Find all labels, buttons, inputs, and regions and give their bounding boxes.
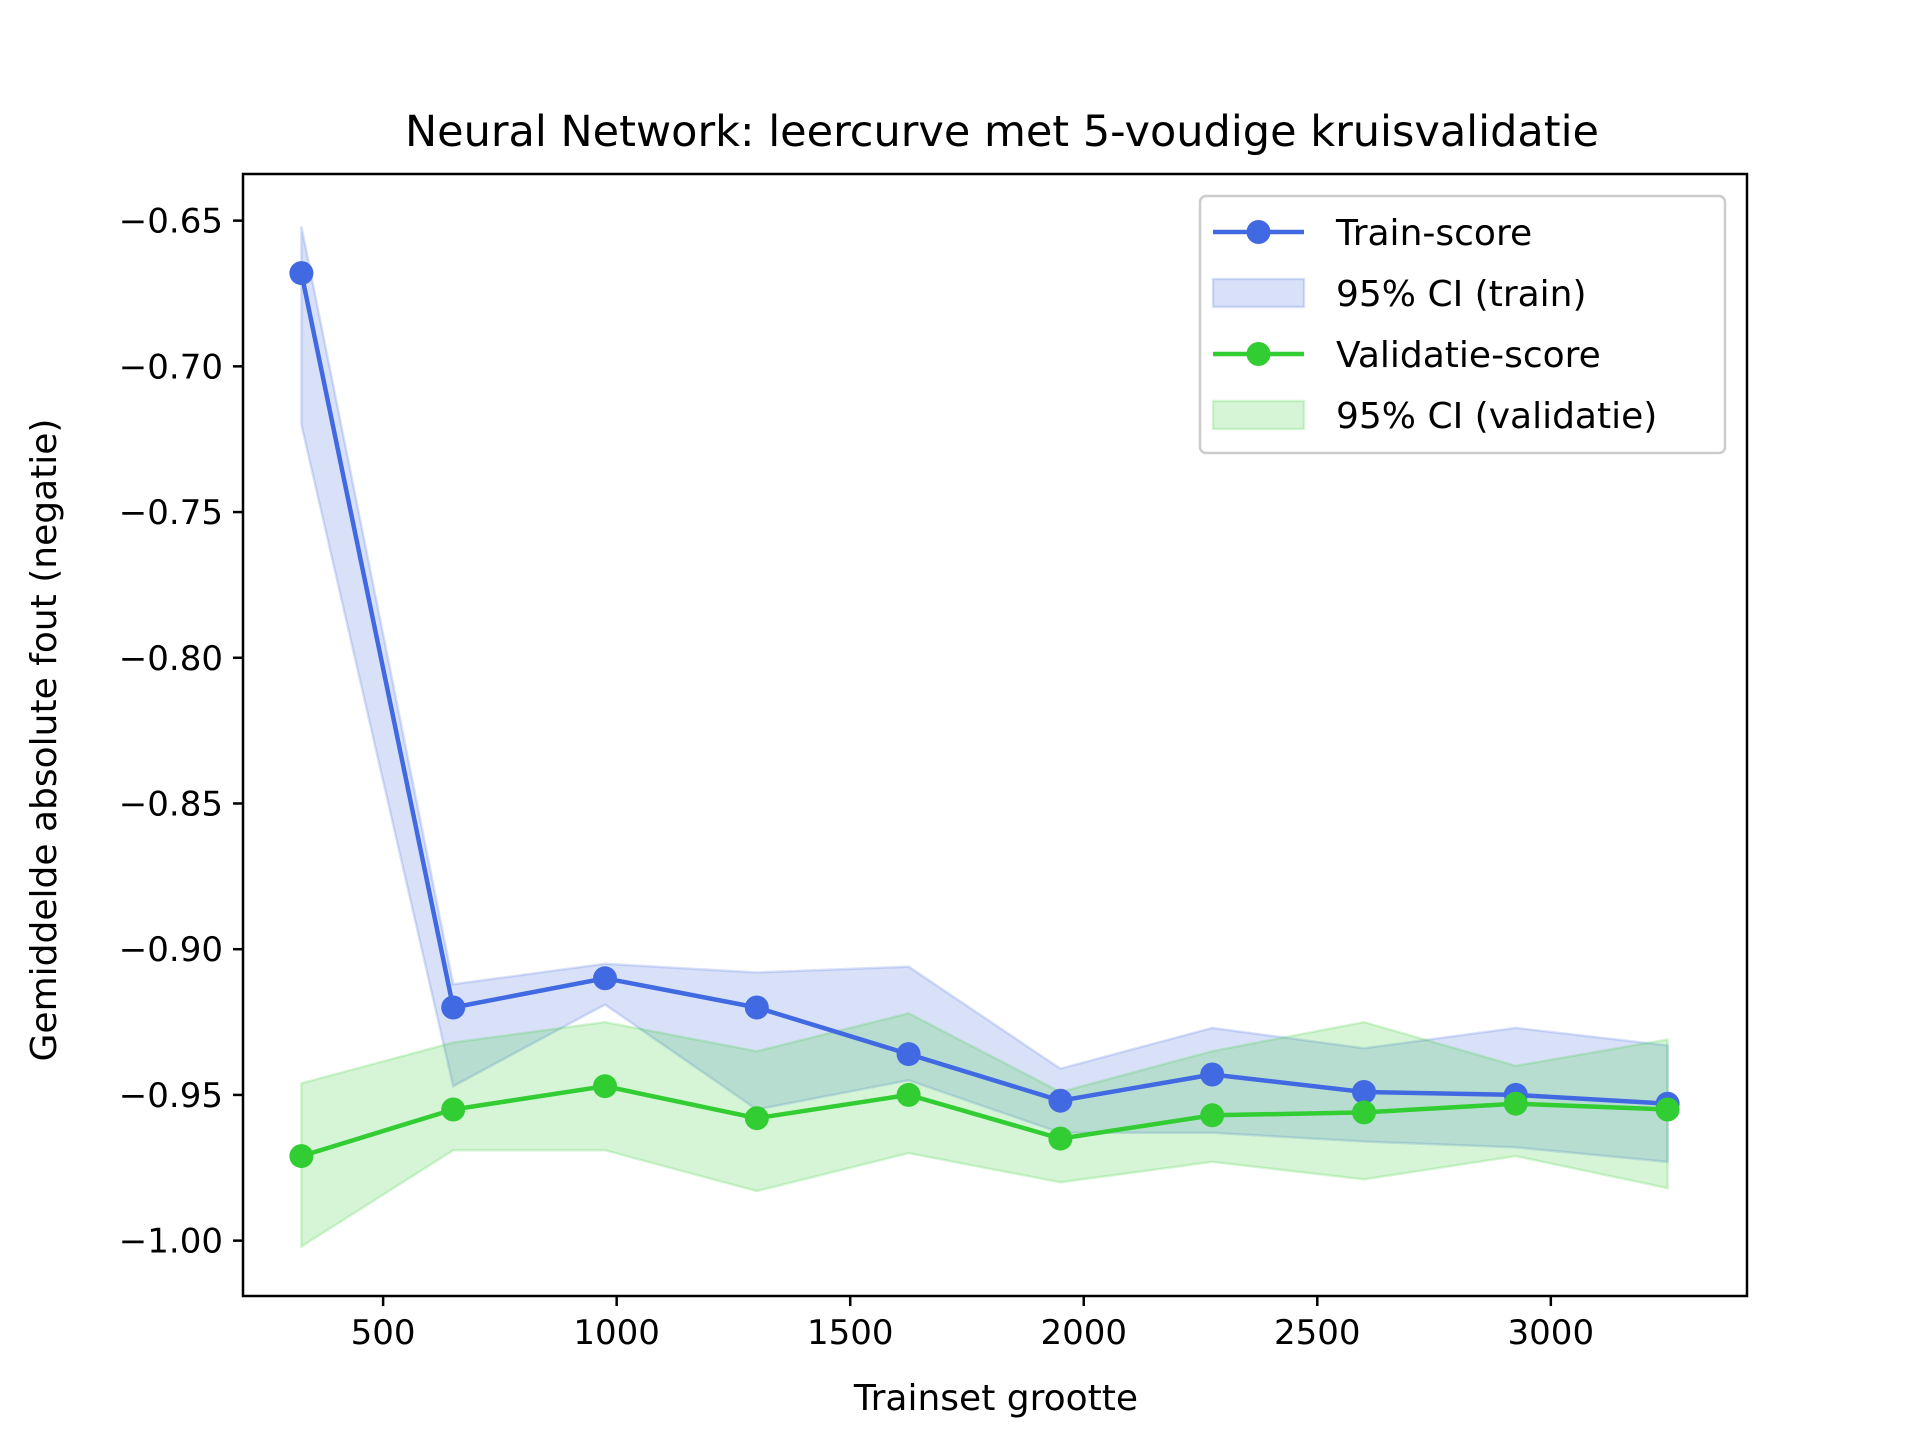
data-point-train-score-3	[593, 966, 617, 991]
data-point-validatie-score-5	[896, 1082, 921, 1107]
x-tick-label-2000: 2000	[1040, 1313, 1127, 1353]
axes-frame	[241, 172, 1749, 1298]
data-point-validatie-score-4	[744, 1106, 769, 1131]
x-tick-label-1500: 1500	[807, 1313, 894, 1353]
legend-label-95-ci-validatie: 95% CI (validatie)	[1336, 396, 1657, 437]
x-axis-label: Trainset grootte	[853, 1378, 1138, 1419]
data-point-train-score-7	[1200, 1062, 1225, 1087]
series-line-train-score	[299, 270, 1670, 1106]
legend-marker-validatie-score	[1246, 342, 1271, 366]
y-tick-label-090: −0.90	[119, 930, 223, 970]
legend-label-train-score: Train-score	[1335, 213, 1532, 254]
legend: Train-score 95% CI (train) Validatie-score…	[1198, 194, 1727, 455]
y-tick-label-070: −0.70	[119, 347, 223, 387]
data-point-validatie-score-8	[1352, 1100, 1376, 1125]
y-tick-label-095: −0.95	[119, 1076, 223, 1116]
y-tick-label-085: −0.85	[119, 784, 223, 824]
data-point-validatie-score-3	[593, 1074, 617, 1099]
band-95-ci-train	[300, 226, 1669, 1164]
y-axis-label: Gemiddelde absolute fout (negatie)	[24, 419, 65, 1062]
legend-marker-train-score	[1246, 220, 1271, 244]
chart-title: Neural Network: leercurve met 5-voudige …	[405, 107, 1599, 157]
legend-label-validatie-score: Validatie-score	[1336, 335, 1601, 376]
plot-content	[289, 226, 1680, 1249]
data-point-validatie-score-9	[1503, 1091, 1528, 1116]
data-point-validatie-score-10	[1655, 1097, 1680, 1122]
data-point-train-score-5	[896, 1042, 921, 1067]
series-line-validatie-score	[299, 1083, 1670, 1159]
data-point-validatie-score-7	[1200, 1103, 1225, 1128]
x-tick-label-2500: 2500	[1274, 1313, 1361, 1353]
legend-label-95-ci-train: 95% CI (train)	[1336, 274, 1587, 315]
legend-frame	[1198, 194, 1727, 455]
data-point-validatie-score-2	[441, 1097, 466, 1122]
y-tick-label-080: −0.80	[119, 639, 223, 679]
axes: 500 1000 1500 2000 2500 3000 −0.65 −0.70 −0.75 −0…	[119, 172, 1749, 1353]
data-point-train-score-2	[441, 995, 466, 1020]
data-point-train-score-6	[1048, 1088, 1073, 1113]
y-tick-label-075: −0.75	[119, 493, 223, 533]
x-tick-label-3000: 3000	[1508, 1313, 1595, 1353]
band-95-ci-validatie	[300, 1011, 1669, 1249]
data-point-validatie-score-1	[289, 1144, 314, 1169]
legend-swatch-95-ci-validatie	[1211, 399, 1306, 431]
data-point-train-score-1	[289, 261, 314, 286]
data-point-validatie-score-6	[1048, 1126, 1073, 1151]
data-point-train-score-4	[744, 995, 769, 1020]
legend-swatch-95-ci-train	[1211, 277, 1306, 309]
data-point-train-score-8	[1352, 1080, 1376, 1104]
x-tick-label-500: 500	[351, 1313, 416, 1353]
x-tick-label-1000: 1000	[573, 1313, 660, 1353]
y-tick-label-100: −1.00	[119, 1222, 223, 1262]
y-tick-label-065: −0.65	[119, 202, 223, 242]
plot-area	[289, 226, 1680, 1249]
